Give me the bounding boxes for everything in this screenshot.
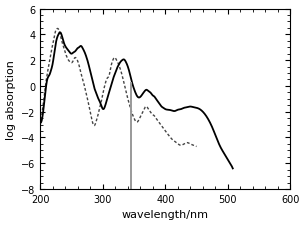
X-axis label: wavelength/nm: wavelength/nm	[122, 209, 209, 219]
Y-axis label: log absorption: log absorption	[5, 60, 16, 139]
